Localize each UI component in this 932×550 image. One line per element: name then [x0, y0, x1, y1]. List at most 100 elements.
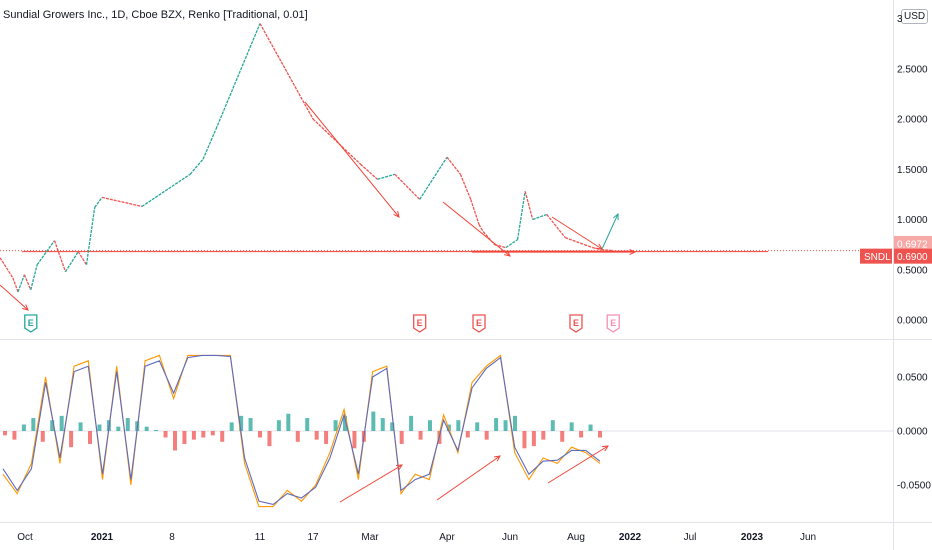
trend-arrowhead [493, 455, 501, 462]
earnings-marker [569, 314, 583, 333]
oscillator-axis-tick-label: -0.0500 [897, 481, 931, 492]
histogram-bar [371, 411, 376, 431]
histogram-bar [324, 431, 329, 444]
renko-segment [64, 251, 79, 273]
histogram-bar [513, 415, 517, 431]
earnings-marker-label: E [417, 318, 423, 328]
currency-button[interactable]: USD [901, 9, 929, 24]
trend-arrow [442, 201, 511, 257]
price-label: 0.6900 [897, 252, 928, 263]
earnings-marker [413, 314, 427, 333]
renko-segment [30, 264, 38, 291]
trend-arrow [304, 101, 400, 218]
earnings-marker [472, 314, 486, 333]
trend-arrow [436, 455, 501, 501]
histogram-bar [418, 431, 423, 440]
histogram-bar [173, 431, 177, 451]
renko-segment [524, 191, 534, 220]
time-axis-tick-label: Jun [502, 532, 518, 543]
oscillator-line [2, 354, 601, 505]
earnings-marker [606, 314, 620, 333]
renko-segment [360, 163, 378, 180]
renko-segment [141, 173, 191, 207]
renko-segment [94, 197, 103, 208]
renko-segment [17, 274, 26, 293]
histogram-bar [12, 431, 17, 440]
price-axis-tick-label: 0.0000 [897, 316, 928, 327]
histogram-bar [286, 413, 291, 431]
renko-segment [446, 156, 461, 175]
histogram-bar [3, 431, 7, 436]
histogram-bar [182, 431, 187, 444]
renko-segment [459, 174, 472, 200]
price-axis-tick-label: 1.0000 [897, 215, 928, 226]
time-axis-tick-label: 2021 [91, 532, 114, 543]
renko-segment [532, 213, 548, 221]
histogram-bar [550, 420, 555, 431]
chart-title: Sundial Growers Inc., 1D, Cboe BZX, Renk… [3, 9, 308, 21]
time-axis-tick-label: Aug [567, 532, 585, 543]
histogram-bar [154, 429, 159, 431]
time-axis-tick-label: Jul [684, 532, 697, 543]
histogram-bar [229, 422, 234, 431]
histogram-bar [220, 431, 225, 442]
renko-segment [77, 251, 88, 266]
histogram-bar [163, 431, 168, 438]
renko-segment [23, 274, 32, 291]
histogram-bar [333, 420, 338, 431]
histogram-bar [116, 426, 121, 431]
symbol-label-box [860, 248, 892, 264]
histogram-bar [21, 424, 26, 431]
histogram-bar [569, 422, 574, 431]
histogram-bar [380, 418, 385, 431]
histogram-bar [276, 420, 281, 431]
time-axis-tick-label: Apr [439, 532, 455, 543]
histogram-bar [390, 422, 395, 431]
trend-arrowhead [613, 212, 619, 221]
histogram-bar [399, 431, 404, 444]
renko-segment [85, 207, 96, 265]
earnings-marker-label: E [610, 318, 616, 328]
histogram-bar [343, 415, 347, 431]
histogram-bar [352, 431, 357, 449]
histogram-bar [409, 415, 414, 431]
renko-segment [259, 23, 314, 120]
histogram-bar [305, 418, 310, 431]
histogram-bar [210, 431, 215, 436]
earnings-marker-label: E [28, 318, 34, 328]
renko-segment [12, 277, 19, 293]
price-axis-tick-label: 2.5000 [897, 64, 928, 75]
histogram-bar [522, 431, 527, 449]
trend-arrowhead [22, 304, 29, 311]
trend-arrowhead [601, 445, 609, 452]
oscillator-axis-tick-label: 0.0500 [897, 373, 928, 384]
renko-segment [478, 224, 484, 232]
histogram-bar [465, 431, 470, 438]
earnings-marker-label: E [476, 318, 482, 328]
renko-segment [215, 23, 261, 130]
histogram-bar [191, 431, 196, 440]
histogram-bar [531, 431, 536, 447]
time-axis-tick-label: Jun [800, 532, 816, 543]
price-label-box [894, 248, 932, 264]
time-axis-tick-label: Oct [17, 532, 33, 543]
histogram-bar [503, 420, 508, 431]
oscillator-axis-tick-label: 0.0000 [897, 427, 928, 438]
renko-segment [394, 173, 421, 200]
histogram-bar [201, 431, 206, 438]
histogram-bar [258, 431, 262, 438]
renko-segment [564, 236, 585, 246]
renko-segment [546, 214, 566, 238]
trend-arrow [601, 213, 619, 250]
trend-arrowhead [595, 243, 603, 250]
price-axis-tick-label: 1.5000 [897, 165, 928, 176]
histogram-bar [456, 420, 461, 431]
renko-segment [419, 156, 448, 200]
histogram-bar [144, 426, 149, 431]
histogram-bar [125, 418, 130, 431]
histogram-bar [40, 431, 45, 442]
renko-segment [101, 196, 143, 208]
histogram-bar [579, 431, 584, 438]
renko-segment [202, 128, 217, 160]
